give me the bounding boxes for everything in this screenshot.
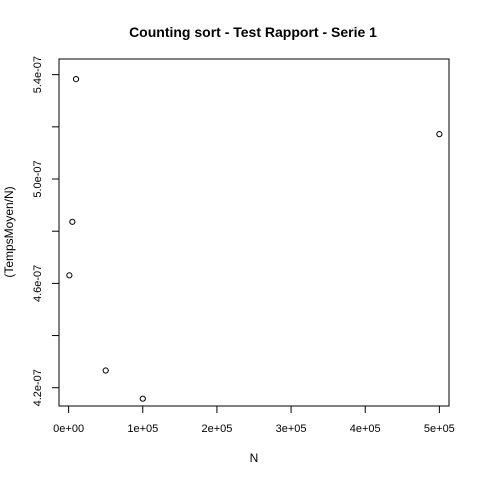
x-tick-label: 1e+05 xyxy=(127,423,158,435)
x-tick-label: 3e+05 xyxy=(276,423,307,435)
x-tick-label: 5e+05 xyxy=(424,423,455,435)
y-axis-ticks: 4.2e-07 4.6e-07 5.0e-07 5.4e-07 xyxy=(32,56,59,406)
y-axis-label: (TempsMoyen/N) xyxy=(2,186,16,277)
y-tick-label: 5.0e-07 xyxy=(32,160,44,197)
chart-title: Counting sort - Test Rapport - Serie 1 xyxy=(129,24,377,40)
y-tick-label: 4.2e-07 xyxy=(32,369,44,406)
data-point xyxy=(436,131,443,138)
y-tick-label: 4.6e-07 xyxy=(32,265,44,302)
data-point xyxy=(69,218,76,225)
y-tick-label: 5.4e-07 xyxy=(32,56,44,93)
x-tick-label: 2e+05 xyxy=(201,423,232,435)
data-points xyxy=(66,75,443,402)
x-axis-label: N xyxy=(250,451,259,465)
x-tick-label: 0e+00 xyxy=(53,423,84,435)
data-point xyxy=(139,395,146,402)
data-point xyxy=(72,75,80,83)
x-axis-ticks: 0e+00 1e+05 2e+05 3e+05 4e+05 5e+05 xyxy=(53,406,455,435)
data-point xyxy=(66,272,73,279)
plot-frame xyxy=(58,58,450,407)
x-tick-label: 4e+05 xyxy=(350,423,381,435)
data-point xyxy=(102,367,109,374)
